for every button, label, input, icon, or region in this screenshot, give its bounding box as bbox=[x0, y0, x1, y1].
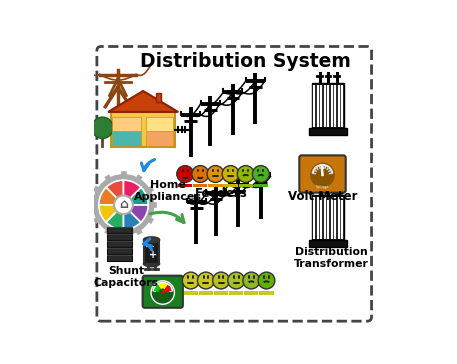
Bar bbox=[144, 240, 159, 264]
Circle shape bbox=[151, 281, 175, 304]
Text: Home
Appliances: Home Appliances bbox=[134, 180, 202, 202]
Circle shape bbox=[228, 272, 244, 289]
Bar bbox=[312, 195, 344, 241]
Circle shape bbox=[213, 272, 229, 289]
Bar bbox=[254, 183, 268, 187]
Bar bbox=[112, 117, 141, 131]
Text: Distribution
Transformer: Distribution Transformer bbox=[293, 247, 368, 269]
Wedge shape bbox=[106, 180, 123, 205]
Circle shape bbox=[258, 272, 275, 289]
Circle shape bbox=[322, 174, 323, 176]
Circle shape bbox=[192, 166, 209, 182]
Circle shape bbox=[243, 272, 260, 289]
Circle shape bbox=[310, 163, 335, 187]
Circle shape bbox=[92, 117, 113, 138]
Circle shape bbox=[162, 292, 164, 293]
Bar bbox=[193, 183, 207, 187]
Circle shape bbox=[222, 166, 239, 182]
Bar bbox=[106, 241, 132, 247]
FancyBboxPatch shape bbox=[143, 276, 183, 308]
FancyBboxPatch shape bbox=[299, 155, 345, 193]
FancyArrowPatch shape bbox=[141, 159, 154, 171]
Ellipse shape bbox=[144, 237, 159, 242]
Bar bbox=[106, 227, 132, 233]
Bar bbox=[259, 291, 274, 294]
Text: −: − bbox=[145, 241, 155, 253]
Bar bbox=[208, 183, 223, 187]
Circle shape bbox=[182, 272, 199, 289]
Circle shape bbox=[197, 272, 214, 289]
Bar bbox=[239, 183, 253, 187]
Wedge shape bbox=[123, 205, 148, 222]
Text: +: + bbox=[149, 250, 157, 260]
Ellipse shape bbox=[144, 261, 159, 266]
Wedge shape bbox=[123, 187, 148, 205]
Wedge shape bbox=[106, 205, 123, 230]
Circle shape bbox=[177, 166, 194, 182]
Text: Voltage: Voltage bbox=[316, 185, 329, 189]
FancyArrowPatch shape bbox=[150, 212, 184, 222]
Wedge shape bbox=[123, 180, 141, 205]
Bar bbox=[199, 291, 213, 294]
Circle shape bbox=[207, 166, 224, 182]
Bar bbox=[146, 131, 173, 146]
Text: ⌂: ⌂ bbox=[119, 198, 128, 211]
Bar bbox=[106, 248, 132, 254]
Bar bbox=[184, 291, 198, 294]
Bar bbox=[312, 83, 344, 129]
FancyBboxPatch shape bbox=[97, 47, 372, 321]
Bar bbox=[214, 291, 228, 294]
Polygon shape bbox=[108, 91, 178, 112]
FancyArrowPatch shape bbox=[143, 239, 152, 250]
Bar bbox=[156, 92, 161, 102]
Wedge shape bbox=[99, 205, 123, 222]
Circle shape bbox=[237, 166, 254, 182]
Text: Distribution System: Distribution System bbox=[140, 52, 351, 71]
Bar bbox=[223, 183, 238, 187]
Bar bbox=[178, 183, 192, 187]
Bar bbox=[309, 241, 347, 248]
Text: Volt Meter: Volt Meter bbox=[288, 190, 357, 203]
Bar bbox=[244, 291, 259, 294]
Circle shape bbox=[114, 195, 133, 214]
Wedge shape bbox=[99, 187, 123, 205]
Bar bbox=[106, 234, 132, 240]
Bar bbox=[106, 255, 132, 261]
Bar bbox=[146, 117, 173, 131]
Bar bbox=[112, 131, 141, 146]
FancyBboxPatch shape bbox=[111, 112, 175, 147]
Bar bbox=[229, 291, 244, 294]
Text: Shunt
Capacitors: Shunt Capacitors bbox=[94, 266, 159, 288]
Text: Feeders: Feeders bbox=[195, 187, 248, 200]
Bar bbox=[309, 128, 347, 135]
Wedge shape bbox=[123, 205, 141, 230]
Circle shape bbox=[252, 166, 269, 182]
